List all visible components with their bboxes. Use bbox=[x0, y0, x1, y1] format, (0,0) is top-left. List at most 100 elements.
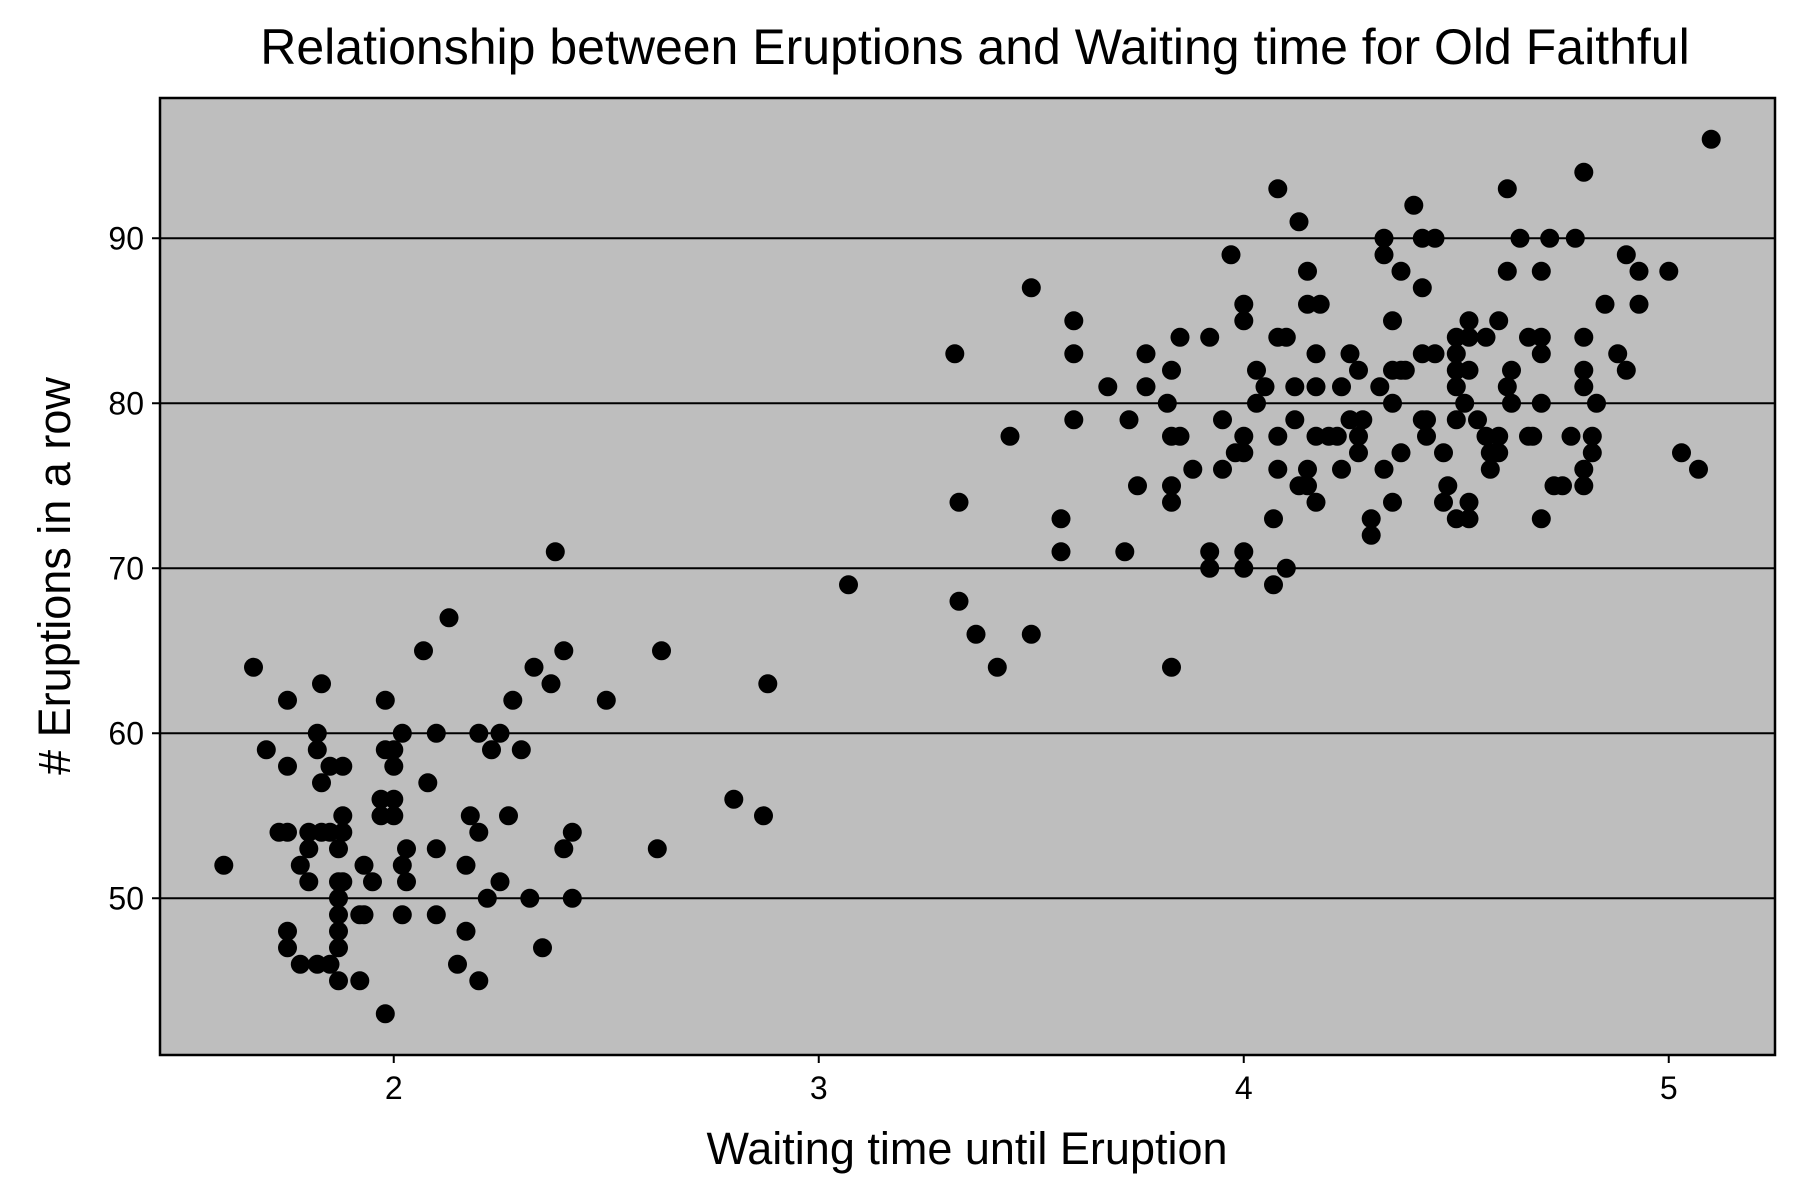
data-point bbox=[1119, 410, 1139, 430]
data-point bbox=[278, 690, 297, 710]
data-point bbox=[1268, 426, 1288, 446]
data-point bbox=[533, 938, 552, 958]
data-point bbox=[511, 740, 531, 760]
data-point bbox=[1574, 327, 1594, 347]
data-point bbox=[949, 492, 969, 512]
data-point bbox=[307, 723, 327, 743]
chart-title: Relationship between Eruptions and Waiti… bbox=[260, 19, 1689, 75]
data-point bbox=[329, 938, 348, 958]
data-point bbox=[1136, 377, 1156, 397]
data-point bbox=[1234, 443, 1254, 463]
data-point bbox=[244, 657, 263, 677]
data-point bbox=[1629, 261, 1649, 281]
data-point bbox=[1468, 410, 1487, 430]
data-point bbox=[1332, 459, 1351, 479]
data-point bbox=[839, 575, 858, 595]
data-point bbox=[1332, 377, 1351, 397]
data-point bbox=[562, 888, 582, 908]
data-point bbox=[1565, 228, 1585, 248]
data-point bbox=[278, 756, 297, 776]
data-point bbox=[1162, 492, 1181, 512]
data-point bbox=[1459, 492, 1479, 512]
data-point bbox=[1438, 476, 1458, 496]
data-point bbox=[375, 690, 395, 710]
data-point bbox=[1170, 426, 1190, 446]
x-tick-label: 5 bbox=[1660, 1070, 1678, 1106]
data-point bbox=[520, 888, 540, 908]
data-point bbox=[524, 657, 544, 677]
data-point bbox=[1523, 426, 1543, 446]
data-point bbox=[1234, 542, 1254, 562]
data-point bbox=[1298, 476, 1317, 496]
data-point bbox=[456, 855, 476, 875]
data-point bbox=[1574, 459, 1594, 479]
data-point bbox=[1497, 377, 1517, 397]
data-point bbox=[1497, 179, 1517, 199]
data-point bbox=[278, 938, 297, 958]
data-point bbox=[1417, 426, 1436, 446]
data-point bbox=[1353, 410, 1373, 430]
data-point bbox=[1115, 542, 1135, 562]
y-axis-ticks: 50 60 70 80 90 bbox=[108, 220, 160, 916]
data-point bbox=[333, 872, 353, 892]
data-point bbox=[1157, 393, 1177, 413]
data-point bbox=[1689, 459, 1708, 479]
data-point bbox=[1276, 327, 1296, 347]
data-point bbox=[1531, 261, 1551, 281]
data-point bbox=[1162, 360, 1181, 380]
data-point bbox=[1247, 393, 1266, 413]
data-point bbox=[1574, 162, 1594, 182]
data-point bbox=[426, 723, 446, 743]
y-tick-label: 60 bbox=[108, 715, 144, 751]
data-point bbox=[333, 822, 353, 842]
y-tick-label: 70 bbox=[108, 550, 144, 586]
data-point bbox=[469, 822, 489, 842]
x-tick-label: 4 bbox=[1235, 1070, 1253, 1106]
data-point bbox=[1234, 558, 1254, 578]
data-point bbox=[1200, 558, 1220, 578]
data-point bbox=[1162, 657, 1181, 677]
data-point bbox=[1489, 426, 1509, 446]
data-point bbox=[439, 608, 459, 628]
data-point bbox=[1595, 294, 1615, 314]
data-point bbox=[554, 839, 574, 859]
data-point bbox=[1064, 344, 1084, 364]
data-point bbox=[1361, 525, 1381, 545]
data-point bbox=[354, 905, 374, 925]
data-point bbox=[214, 855, 234, 875]
data-point bbox=[966, 624, 986, 644]
data-point bbox=[414, 641, 433, 661]
data-point bbox=[490, 872, 510, 892]
data-point bbox=[456, 921, 476, 941]
data-point bbox=[299, 872, 319, 892]
x-tick-label: 3 bbox=[810, 1070, 828, 1106]
data-points bbox=[214, 129, 1721, 1024]
data-point bbox=[1136, 344, 1156, 364]
data-point bbox=[1497, 261, 1517, 281]
data-point bbox=[1349, 360, 1368, 380]
y-tick-label: 90 bbox=[108, 220, 144, 256]
data-point bbox=[418, 773, 438, 793]
data-point bbox=[1021, 278, 1041, 298]
data-point bbox=[384, 756, 404, 776]
data-point bbox=[469, 971, 489, 991]
data-point bbox=[1616, 245, 1636, 265]
data-point bbox=[278, 921, 297, 941]
data-point bbox=[1200, 542, 1220, 562]
data-point bbox=[1510, 228, 1530, 248]
data-point bbox=[1629, 294, 1649, 314]
data-point bbox=[1370, 377, 1390, 397]
data-point bbox=[329, 888, 348, 908]
data-point bbox=[1361, 509, 1381, 529]
data-point bbox=[1234, 426, 1254, 446]
data-point bbox=[1327, 426, 1347, 446]
data-point bbox=[477, 888, 497, 908]
data-point bbox=[724, 789, 744, 809]
x-axis-label: Waiting time until Eruption bbox=[706, 1123, 1227, 1174]
data-point bbox=[290, 855, 310, 875]
data-point bbox=[1531, 327, 1551, 347]
data-point bbox=[1264, 575, 1283, 595]
data-point bbox=[554, 641, 574, 661]
data-point bbox=[541, 674, 561, 694]
